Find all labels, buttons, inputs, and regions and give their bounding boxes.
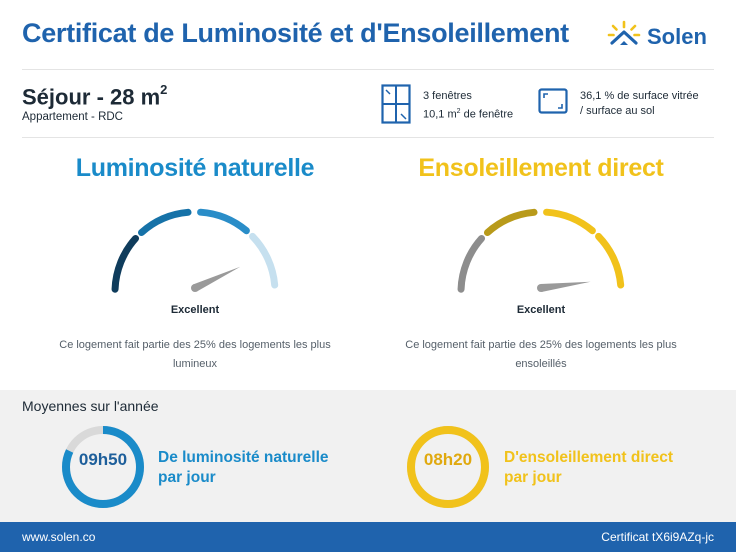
gauge-title: Ensoleillement direct xyxy=(418,154,664,182)
surface-info: 36,1 % de surface vitrée / surface au so… xyxy=(580,89,699,119)
gauge-segment xyxy=(595,232,625,289)
sunshine-hours: 08h20 xyxy=(423,450,473,469)
gauge-segment xyxy=(249,232,279,289)
room-title: Séjour - 28 m2 xyxy=(22,82,168,110)
gauge-needle-hub xyxy=(191,284,199,292)
gauge-segment xyxy=(111,234,140,293)
divider xyxy=(22,137,714,138)
gauge-luminosity: Luminosité naturelle Excellent Ce logeme… xyxy=(22,150,368,374)
gauge-sunshine: Ensoleillement direct Excellent Ce logem… xyxy=(368,150,714,374)
page-title: Certificat de Luminosité et d'Ensoleille… xyxy=(22,18,569,48)
gauge-segment xyxy=(137,208,192,237)
gauge-level: Excellent xyxy=(170,304,220,316)
ring-progress xyxy=(407,426,489,508)
sunshine-average-label: D'ensoleillement direct par jour xyxy=(504,449,674,486)
luminosity-ring xyxy=(62,426,144,508)
gauge-description: Ce logement fait partie des 25% des loge… xyxy=(405,339,677,370)
luminosity-hours: 09h50 xyxy=(78,450,128,469)
windows-count: 3 fenêtres xyxy=(423,90,472,102)
windows-info: 3 fenêtres 10,1 m2 de fenêtre xyxy=(423,89,513,123)
sun-house-logo-icon xyxy=(607,20,641,45)
footer-link[interactable]: www.solen.co xyxy=(22,530,96,544)
gauge-dial xyxy=(111,208,279,293)
brand-name: Solen xyxy=(647,24,707,49)
luminosity-average-label: De luminosité naturelle par jour xyxy=(158,449,329,486)
gauge-needle xyxy=(193,266,241,292)
windows-area: 10,1 m2 de fenêtre xyxy=(423,108,514,121)
window-icon xyxy=(381,84,411,124)
surface-line1: 36,1 % de surface vitrée xyxy=(580,90,699,102)
gauge-level: Excellent xyxy=(516,304,566,316)
averages-title: Moyennes sur l'année xyxy=(22,398,159,414)
ring-progress xyxy=(62,426,144,508)
sunshine-ring xyxy=(407,426,489,508)
gauge-needle-hub xyxy=(537,284,545,292)
gauge-title: Luminosité naturelle xyxy=(75,154,315,182)
gauge-segment xyxy=(457,234,486,293)
brand-logo[interactable]: Solen xyxy=(607,18,719,52)
surface-ratio-icon xyxy=(538,88,568,114)
gauge-dial xyxy=(457,208,625,293)
surface-line2: / surface au sol xyxy=(580,105,655,117)
gauge-segment xyxy=(483,208,538,237)
gauge-needle xyxy=(540,281,591,292)
gauge-segment xyxy=(197,208,250,235)
room-subtitle: Appartement - RDC xyxy=(22,111,123,123)
yearly-averages-panel: Moyennes sur l'année 09h50 De luminosité… xyxy=(0,390,736,522)
certificate-id: Certificat tX6i9AZq-jc xyxy=(601,530,714,544)
gauge-segment xyxy=(543,208,596,235)
footer: www.solen.co Certificat tX6i9AZq-jc xyxy=(0,522,736,552)
divider xyxy=(22,69,714,70)
gauge-description: Ce logement fait partie des 25% des loge… xyxy=(59,339,331,370)
